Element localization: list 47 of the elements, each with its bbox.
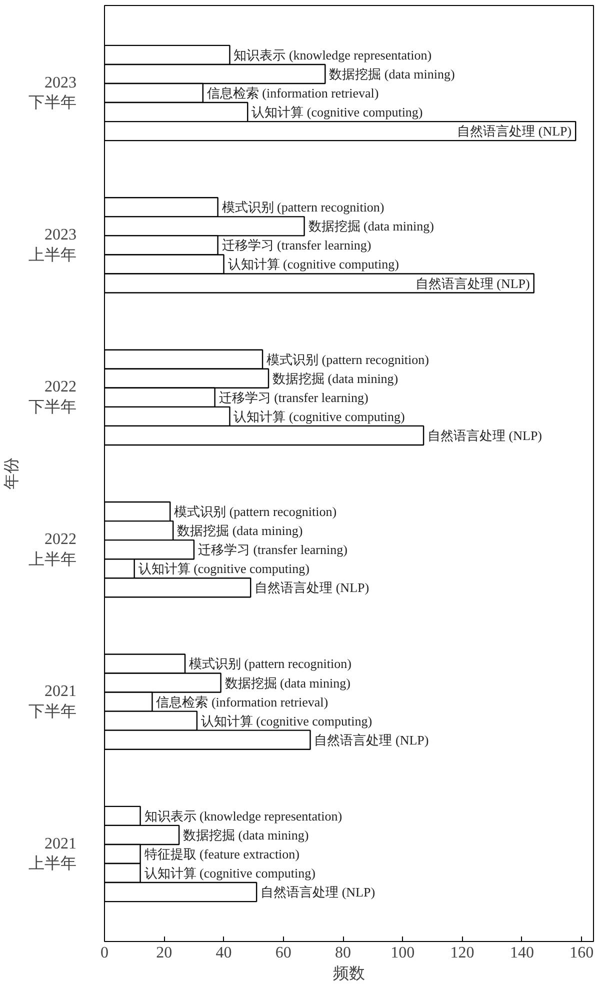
y-tick-label: 自然语言处理 (NLP) [254,580,370,596]
y-tick-label: 特征提取 (feature extraction) [144,846,300,862]
y-tick-label: 信息检索 (information retrieval) [156,694,328,710]
text: 2022 下半年 [28,378,76,416]
x-axis-title: 频数 [333,966,365,982]
x-tick-label: 100 [390,944,415,962]
text: 2023 下半年 [28,74,76,112]
y-tick-label: 数据挖掘 (data mining) [329,66,455,82]
y-tick-label: 自然语言处理 (NLP) [314,732,429,748]
y-tick-label: 数据挖掘 (data mining) [272,370,398,386]
y-tick-label: 认知计算 (cognitive computing) [144,866,316,881]
x-tick-label: 0 [100,944,108,962]
y-tick-label: 知识表示 (knowledge representation) [144,808,342,824]
x-tick-label: 20 [156,944,172,962]
y-axis-title: 年份 [4,458,20,490]
text: 2022 上半年 [28,530,76,568]
y-tick-label: 迁移学习 (transfer learning) [222,238,372,253]
x-tick-label: 60 [275,944,292,962]
y-tick-label: 数据挖掘 (data mining) [183,827,309,842]
y-tick-label: 数据挖掘 (data mining) [224,675,350,690]
y-tick-label: 知识表示 (knowledge representation) [234,47,432,62]
y-tick-label: 自然语言处理 (NLP) [415,276,530,291]
y-tick-label: 模式识别 (pattern recognition) [266,352,429,367]
y-tick-label: 迁移学习 (transfer learning) [218,390,368,405]
y-tick-label: 信息检索 (information retrieval) [206,86,379,101]
y-tick-label: 模式识别 (pattern recognition) [222,200,384,215]
y-tick-label: 认知计算 (cognitive computing) [234,408,405,424]
x-tick-label: 160 [570,944,594,962]
x-tick-label: 120 [450,944,474,962]
y-tick-label: 模式识别 (pattern recognition) [174,504,337,520]
x-tick-label: 80 [335,944,352,962]
y-tick-label: 模式识别 (pattern recognition) [189,656,352,672]
text: 2021 上半年 [28,835,76,873]
y-tick-label: 自然语言处理 (NLP) [428,428,542,443]
y-tick-label: 认知计算 (cognitive computing) [252,104,423,120]
y-tick-label: 数据挖掘 (data mining) [308,218,434,234]
text: 2023 上半年 [28,226,76,264]
y-tick-label: 认知计算 (cognitive computing) [200,713,372,728]
y-tick-label: 迁移学习 (transfer learning) [198,542,348,558]
y-tick-label: 数据挖掘 (data mining) [177,523,303,538]
y-tick-label: 认知计算 (cognitive computing) [138,561,310,576]
y-tick-label: 认知计算 (cognitive computing) [228,256,399,272]
text: 2021 下半年 [28,683,76,720]
x-tick-label: 140 [510,944,534,962]
y-tick-label: 自然语言处理 (NLP) [457,124,572,139]
y-tick-label: 自然语言处理 (NLP) [260,884,376,900]
x-tick-label: 40 [216,944,232,962]
